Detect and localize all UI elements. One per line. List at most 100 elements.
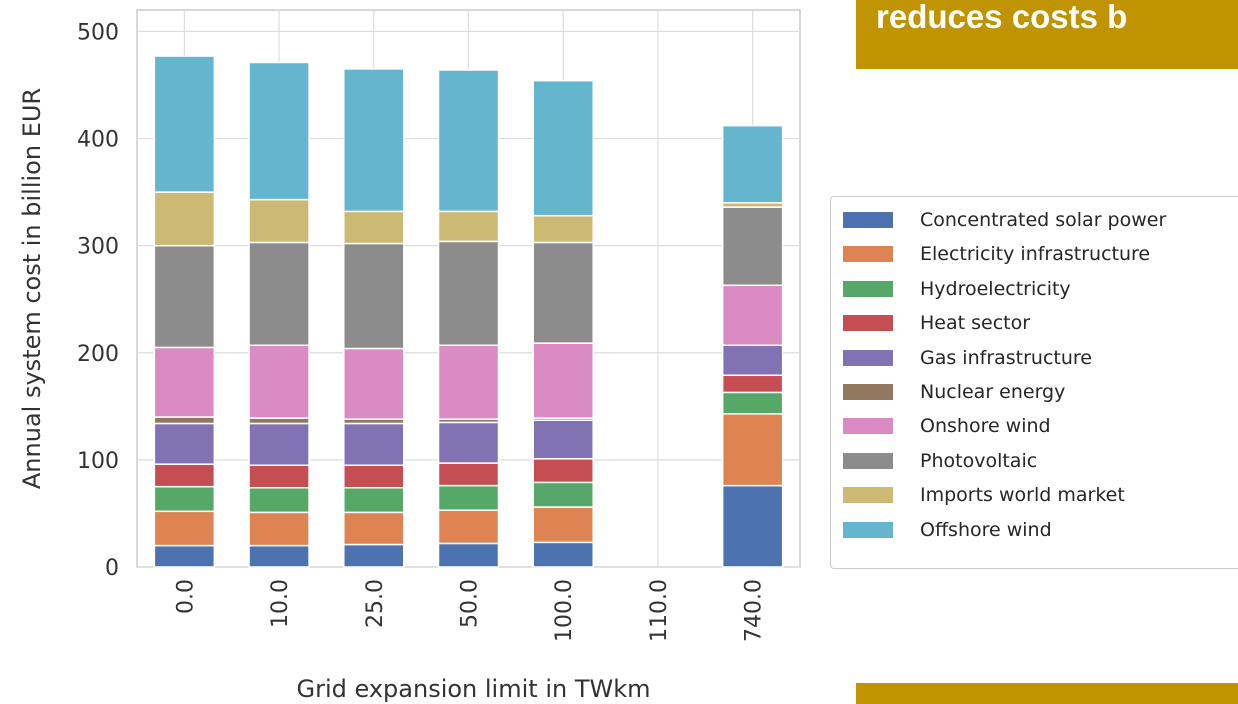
bar-segment xyxy=(343,210,405,245)
legend-swatch xyxy=(843,280,893,297)
bar-segment xyxy=(248,511,310,547)
bar-segment xyxy=(532,419,594,460)
bar-segment xyxy=(532,214,594,244)
bar-segment xyxy=(153,346,216,418)
stacked-bar-chart: 0 100 200 300 400 500 0.0 10.0 25.0 50.0 100.0 110.… xyxy=(18,9,801,703)
bar-segment xyxy=(721,124,784,204)
bar-segment xyxy=(721,284,784,347)
footer-banner xyxy=(856,683,1238,704)
legend-swatch xyxy=(843,315,893,332)
y-tick-label: 0 xyxy=(105,556,119,581)
bar-segment xyxy=(437,509,500,545)
legend-swatch xyxy=(843,349,893,366)
bar-segment xyxy=(153,191,216,247)
legend-swatch xyxy=(843,246,893,263)
bar-segment xyxy=(437,421,500,464)
bar-segment xyxy=(248,544,310,568)
bar-segment xyxy=(437,210,500,243)
bar-segment xyxy=(248,241,310,347)
legend-item: Offshore wind xyxy=(843,513,1052,547)
bar-segment xyxy=(437,240,500,347)
bar-segment xyxy=(248,417,310,425)
legend-label: Nuclear energy xyxy=(920,381,1066,403)
bar-segment xyxy=(437,344,500,420)
legend-swatch xyxy=(843,212,893,228)
bar-segment xyxy=(153,510,216,547)
legend-label: Onshore wind xyxy=(920,415,1051,438)
legend-swatch xyxy=(843,452,893,469)
bar-segment xyxy=(248,422,310,466)
bar-segment xyxy=(437,462,500,487)
bar-segment xyxy=(437,542,500,568)
bar-segment xyxy=(343,68,405,213)
bar-segment xyxy=(343,543,405,568)
bar-segment xyxy=(721,206,784,287)
bar-segment xyxy=(532,79,594,217)
legend-item: Photovoltaic xyxy=(843,444,1037,478)
legend-label: Gas infrastructure xyxy=(920,346,1092,369)
bar-segment xyxy=(721,413,784,487)
bar-segment xyxy=(721,374,784,394)
legend-label: Electricity infrastructure xyxy=(920,243,1151,266)
x-tick-label: 100.0 xyxy=(552,579,577,642)
legend-item: Electricity infrastructure xyxy=(843,237,1150,271)
bar-segment xyxy=(343,422,405,466)
y-tick-label: 300 xyxy=(77,235,119,260)
bar-segment xyxy=(532,241,594,344)
bar-segment xyxy=(248,486,310,514)
y-tick-label: 100 xyxy=(77,449,119,474)
legend-label: Heat sector xyxy=(920,312,1031,335)
bar-segment xyxy=(343,347,405,420)
legend-item: Gas infrastructure xyxy=(843,341,1092,375)
legend-item: Nuclear energy xyxy=(843,375,1065,409)
legend-item: Onshore wind xyxy=(843,409,1051,443)
bar-segment xyxy=(153,244,216,349)
y-tick-label: 400 xyxy=(77,128,119,153)
legend-item: Concentrated solar power xyxy=(843,203,1166,237)
bar-segment xyxy=(721,391,784,415)
x-tick-label: 10.0 xyxy=(268,579,293,628)
bar-segment xyxy=(343,464,405,489)
legend-item: Imports world market xyxy=(843,478,1125,512)
bar-segment xyxy=(248,198,310,244)
bar-segment xyxy=(437,484,500,511)
legend-swatch xyxy=(843,418,893,435)
bar-segment xyxy=(532,506,594,544)
bar-segment xyxy=(437,69,500,213)
bar-segment xyxy=(153,463,216,488)
x-tick-label: 25.0 xyxy=(363,579,388,628)
bar-segment xyxy=(532,481,594,508)
bar-segment xyxy=(532,342,594,419)
bar-segment xyxy=(153,55,216,193)
legend-label: Concentrated solar power xyxy=(920,209,1167,231)
x-tick-label: 0.0 xyxy=(173,579,198,614)
x-tick-label: 110.0 xyxy=(647,579,672,642)
legend-label: Imports world market xyxy=(920,484,1125,507)
bar-segment xyxy=(721,484,784,568)
bar-segment xyxy=(153,422,216,465)
chart-legend: Concentrated solar power Electricity infr… xyxy=(830,196,1238,569)
bar-segment xyxy=(721,344,784,377)
y-tick-label: 500 xyxy=(77,20,119,45)
legend-label: Hydroelectricity xyxy=(920,277,1071,300)
x-tick-label: 740.0 xyxy=(742,579,767,642)
bar-segment xyxy=(343,486,405,514)
bar-segment xyxy=(153,485,216,513)
bar-segment xyxy=(343,511,405,546)
bar-segment xyxy=(153,416,216,425)
legend-label: Photovoltaic xyxy=(920,449,1038,472)
legend-item: Hydroelectricity xyxy=(843,272,1071,306)
title-banner: reduces costs b xyxy=(856,0,1238,69)
bar-segment xyxy=(343,242,405,350)
bar-segment xyxy=(248,344,310,419)
bar-segment xyxy=(248,61,310,201)
y-tick-label: 200 xyxy=(77,342,119,367)
x-axis-label: Grid expansion limit in TWkm xyxy=(297,675,651,703)
banner-text: reduces costs b xyxy=(876,0,1128,35)
legend-swatch xyxy=(843,487,893,504)
bar-segment xyxy=(532,458,594,484)
y-axis-label: Annual system cost in billion EUR xyxy=(18,88,46,489)
x-tick-label: 50.0 xyxy=(458,579,483,628)
legend-swatch xyxy=(843,384,893,400)
bar-segment xyxy=(248,464,310,489)
